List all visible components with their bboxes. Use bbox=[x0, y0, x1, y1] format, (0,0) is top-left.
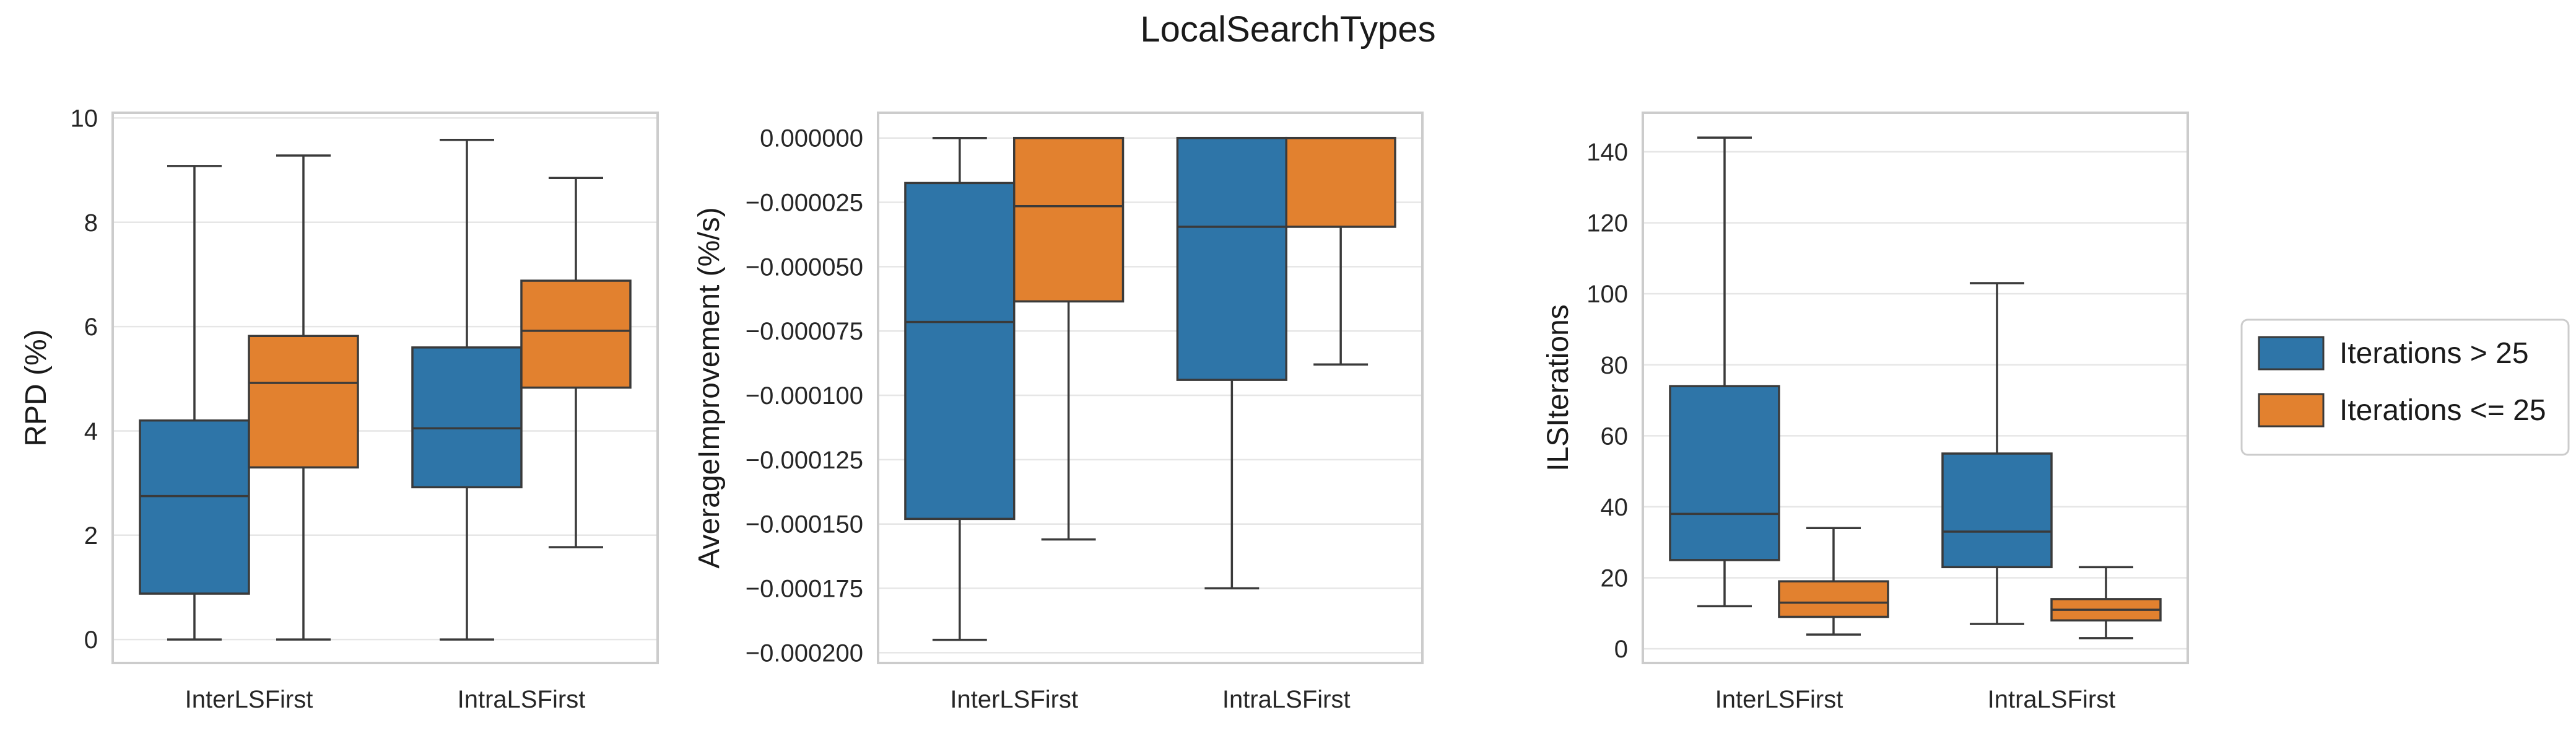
chart-panel-3: 0 20 40 60 80 100 120 140 ILSIterations InterLSFi… bbox=[1542, 112, 2189, 713]
legend-label: Iterations <= 25 bbox=[2339, 394, 2546, 427]
box-gt25 bbox=[1669, 385, 1780, 561]
y-axis-label: ILSIterations bbox=[1542, 304, 1575, 471]
box-le25 bbox=[1013, 136, 1125, 303]
legend: Iterations > 25 Iterations <= 25 bbox=[2240, 318, 2570, 456]
plot-frame bbox=[111, 112, 659, 664]
plot-frame bbox=[877, 112, 1424, 664]
y-tick-label: −0.000175 bbox=[746, 576, 863, 603]
y-tick-label: 2 bbox=[84, 522, 98, 550]
x-tick-label: IntraLSFirst bbox=[1222, 686, 1351, 713]
y-tick-label: −0.000100 bbox=[746, 382, 863, 410]
box-gt25 bbox=[1176, 136, 1287, 381]
y-tick-label: 40 bbox=[1601, 494, 1629, 521]
box-le25 bbox=[1285, 136, 1396, 228]
y-tick-label: 80 bbox=[1601, 352, 1629, 379]
y-tick-label: 100 bbox=[1586, 281, 1628, 308]
chart-panel-2: 0.000000 −0.000025 −0.000050 −0.000075 −0.00… bbox=[693, 112, 1424, 713]
box-gt25 bbox=[1941, 452, 2053, 569]
x-tick-label: InterLSFirst bbox=[1715, 686, 1843, 713]
box-le25 bbox=[1778, 580, 1889, 618]
y-tick-label: 140 bbox=[1586, 139, 1628, 166]
x-tick-label: InterLSFirst bbox=[185, 686, 313, 713]
y-tick-label: −0.000025 bbox=[746, 190, 863, 217]
x-tick-label: InterLSFirst bbox=[950, 686, 1078, 713]
figure-title: LocalSearchTypes bbox=[1140, 9, 1436, 50]
chart-panel-1: 0 2 4 6 8 10 RPD (%) InterLSFirst IntraLSFirst bbox=[20, 105, 659, 713]
box-le25 bbox=[520, 279, 632, 389]
box-gt25 bbox=[411, 346, 523, 489]
legend-swatch bbox=[2258, 393, 2325, 428]
y-tick-label: 6 bbox=[84, 314, 98, 341]
y-axis-label: RPD (%) bbox=[20, 329, 53, 446]
y-tick-label: −0.000125 bbox=[746, 447, 863, 474]
y-tick-label: 10 bbox=[71, 105, 98, 132]
legend-swatch bbox=[2258, 336, 2325, 371]
y-tick-label: 8 bbox=[84, 209, 98, 237]
y-axis-label: AverageImprovement (%/s) bbox=[693, 207, 726, 568]
y-tick-label: −0.000200 bbox=[746, 639, 863, 667]
x-tick-label: IntraLSFirst bbox=[458, 686, 586, 713]
plot-frame bbox=[1642, 112, 2189, 664]
y-tick-label: 0.000000 bbox=[760, 125, 863, 152]
y-tick-label: 60 bbox=[1601, 423, 1629, 450]
box-le25 bbox=[248, 335, 359, 469]
y-tick-label: −0.000050 bbox=[746, 253, 863, 281]
y-tick-label: 20 bbox=[1601, 565, 1629, 592]
y-tick-label: 4 bbox=[84, 418, 98, 445]
x-tick-label: IntraLSFirst bbox=[1988, 686, 2116, 713]
y-tick-label: 0 bbox=[84, 626, 98, 654]
y-tick-label: −0.000150 bbox=[746, 511, 863, 538]
y-tick-label: 0 bbox=[1614, 636, 1628, 663]
y-tick-label: −0.000075 bbox=[746, 318, 863, 345]
box-gt25 bbox=[139, 419, 250, 595]
box-gt25 bbox=[904, 182, 1016, 520]
legend-label: Iterations > 25 bbox=[2339, 337, 2529, 370]
y-tick-label: 120 bbox=[1586, 210, 1628, 237]
